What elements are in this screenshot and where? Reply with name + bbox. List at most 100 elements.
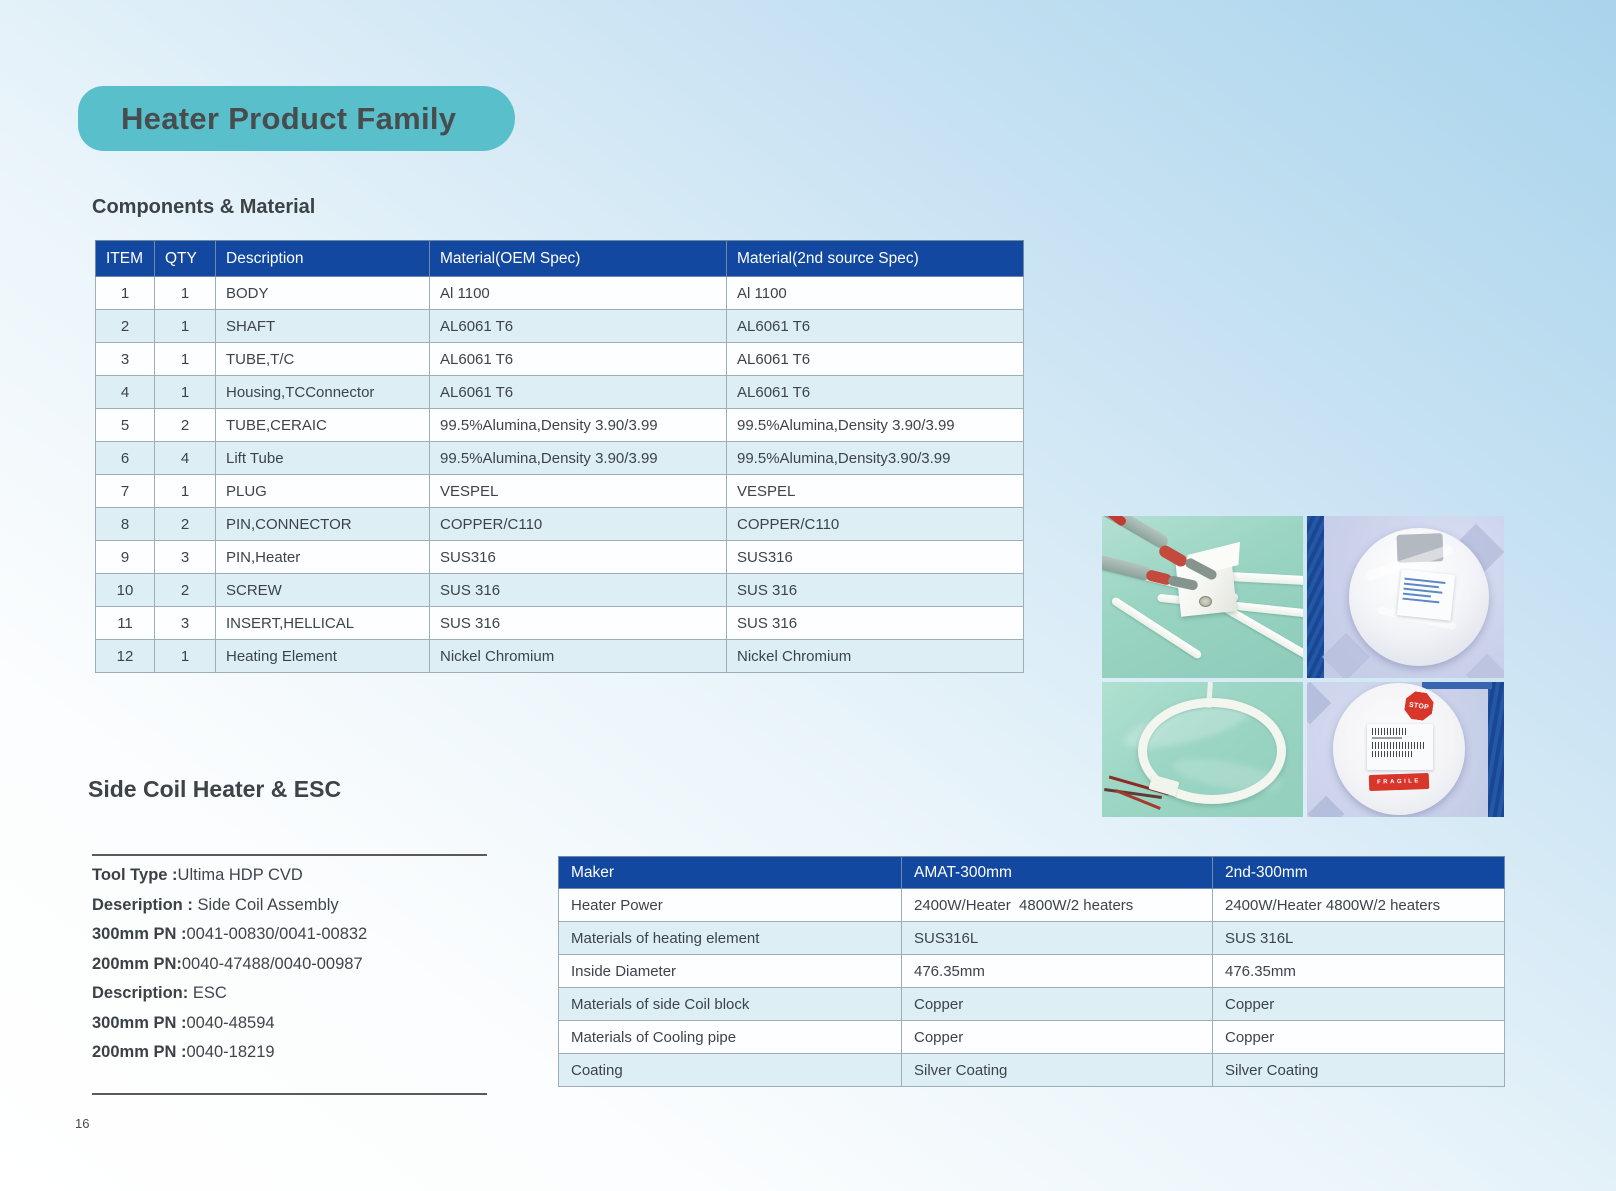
table-cell: AL6061 T6 [429, 309, 727, 343]
spec-value: 0040-47488/0040-00987 [181, 954, 363, 973]
label-text-line [1402, 592, 1431, 598]
fragile-sticker-text: FRAGILE [1376, 778, 1422, 786]
table-cell: 1 [154, 375, 216, 409]
table-cell: PIN,CONNECTOR [215, 507, 430, 541]
stop-sticker-text: STOP [1408, 701, 1430, 711]
table-cell: AL6061 T6 [726, 375, 1024, 409]
table-cell: SUS316 [429, 540, 727, 574]
column-header: Material(2nd source Spec) [726, 240, 1024, 277]
spec-label: 300mm PN : [92, 925, 187, 943]
table-cell: Al 1100 [726, 276, 1024, 310]
table-cell: Copper [1212, 987, 1505, 1021]
table-row: Inside Diameter 476.35mm 476.35mm [558, 954, 1505, 988]
spec-line: Tool Type :Ultima HDP CVD [92, 861, 542, 891]
column-header: Material(OEM Spec) [429, 240, 727, 277]
table-cell: SUS 316 [726, 606, 1024, 640]
spec-line: 200mm PN:0040-47488/0040-00987 [92, 950, 542, 980]
spec-line: Description: ESC [92, 979, 542, 1009]
spec-label: 300mm PN : [92, 1013, 187, 1032]
table-cell: PIN,Heater [215, 540, 430, 574]
table-cell: 8 [95, 507, 155, 541]
table-row: Materials of Cooling pipe Copper Copper [558, 1020, 1505, 1054]
table-row: Coating Silver Coating Silver Coating [558, 1053, 1505, 1087]
spec-value: 0041-00830/0041-00832 [186, 925, 368, 943]
table-row: 1 1 BODY Al 1100 Al 1100 [95, 276, 1024, 310]
table-cell: Nickel Chromium [429, 639, 727, 673]
table-row: 2 1 SHAFT AL6061 T6 AL6061 T6 [95, 309, 1024, 343]
table-cell: 10 [95, 573, 155, 607]
power-cable [1102, 552, 1153, 582]
table-row: 7 1 PLUG VESPEL VESPEL [95, 474, 1024, 508]
table-cell: 3 [154, 540, 216, 574]
foam-notch [1307, 795, 1345, 817]
table-cell: 476.35mm [901, 954, 1213, 988]
table-row: 4 1 Housing,TCConnector AL6061 T6 AL6061 T6 [95, 375, 1024, 409]
barcode-label [1367, 724, 1433, 770]
table-cell: Al 1100 [429, 276, 727, 310]
barcode [1372, 742, 1426, 749]
table-cell: Materials of heating element [558, 921, 902, 955]
table-cell: Lift Tube [215, 441, 430, 475]
table-cell: Heating Element [215, 639, 430, 673]
spec-line: 300mm PN :0041-00830/0041-00832 [92, 920, 542, 950]
side-coil-ring [1138, 698, 1286, 804]
table-row: Materials of heating element SUS316L SUS 3… [558, 921, 1505, 955]
table-cell: SUS 316 [429, 606, 727, 640]
table-cell: 2 [95, 309, 155, 343]
table-cell: Coating [558, 1053, 902, 1087]
table-cell: SUS 316 [429, 573, 727, 607]
column-header: Description [215, 240, 430, 277]
table-cell: 12 [95, 639, 155, 673]
table-cell: SUS316L [901, 921, 1213, 955]
barcode [1372, 728, 1408, 735]
table-cell: 9 [95, 540, 155, 574]
table-cell: AL6061 T6 [726, 309, 1024, 343]
page-title-badge: Heater Product Family [78, 86, 515, 151]
column-header: ITEM [95, 240, 155, 277]
table-cell: 99.5%Alumina,Density 3.90/3.99 [429, 408, 727, 442]
spec-line: 300mm PN :0040-48594 [92, 1009, 542, 1039]
column-header: AMAT-300mm [901, 856, 1213, 889]
column-header: 2nd-300mm [1212, 856, 1505, 889]
table-cell: 5 [95, 408, 155, 442]
table-cell: Nickel Chromium [726, 639, 1024, 673]
label-text-line [1402, 597, 1440, 604]
foam-notch [1321, 632, 1371, 678]
spec-value: Side Coil Assembly [197, 895, 339, 914]
table-cell: 1 [154, 276, 216, 310]
table-cell: AL6061 T6 [429, 375, 727, 409]
table-cell: TUBE,CERAIC [215, 408, 430, 442]
table-cell: 6 [95, 441, 155, 475]
table-cell: Housing,TCConnector [215, 375, 430, 409]
table-cell: Silver Coating [1212, 1053, 1505, 1087]
table-cell: 2 [154, 408, 216, 442]
photo-packaged-heater-wrapped [1307, 516, 1504, 678]
table-cell: PLUG [215, 474, 430, 508]
table-cell: 99.5%Alumina,Density 3.90/3.99 [726, 408, 1024, 442]
foam-box-blue-edge [1488, 682, 1504, 817]
spec-label: Deseription : [92, 895, 198, 914]
table-row: 8 2 PIN,CONNECTOR COPPER/C110 COPPER/C110 [95, 507, 1024, 541]
table-cell: Materials of side Coil block [558, 987, 902, 1021]
table-cell: 1 [154, 342, 216, 376]
foam-box-blue-edge [1422, 682, 1492, 689]
table-cell: VESPEL [429, 474, 727, 508]
spec-value: Ultima HDP CVD [177, 866, 303, 884]
table-cell: AL6061 T6 [429, 342, 727, 376]
photo-packaged-heater-stop: STOP FRAGILE [1307, 682, 1504, 817]
side-coil-section-heading: Side Coil Heater & ESC [88, 776, 342, 802]
table-cell: Silver Coating [901, 1053, 1213, 1087]
table-cell: Copper [1212, 1020, 1505, 1054]
spec-value: 0040-18219 [186, 1043, 275, 1061]
bracket-bolt [1199, 596, 1212, 607]
table-cell: 99.5%Alumina,Density3.90/3.99 [726, 441, 1024, 475]
table-cell: Materials of Cooling pipe [558, 1020, 902, 1054]
spec-line: 200mm PN :0040-18219 [92, 1038, 542, 1068]
table-cell: Inside Diameter [558, 954, 902, 988]
fragile-sticker: FRAGILE [1368, 772, 1430, 792]
table-cell: 3 [154, 606, 216, 640]
table-cell: AL6061 T6 [726, 342, 1024, 376]
table-row: 3 1 TUBE,T/C AL6061 T6 AL6061 T6 [95, 342, 1024, 376]
table-row: 9 3 PIN,Heater SUS316 SUS316 [95, 540, 1024, 574]
spec-value: 0040-48594 [186, 1013, 275, 1032]
